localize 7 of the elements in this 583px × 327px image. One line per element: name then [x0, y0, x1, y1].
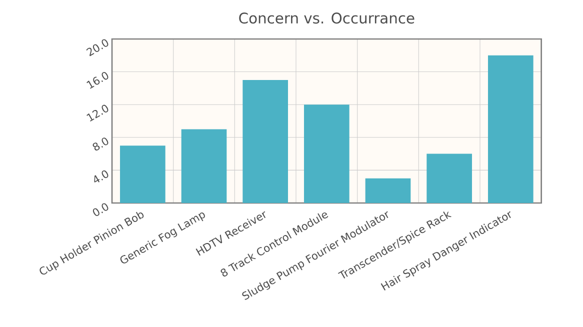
chart-title: Concern vs. Occurrance	[239, 12, 414, 24]
y-tick-label: 16.0	[86, 72, 108, 89]
y-tick-label: 0.0	[92, 203, 108, 216]
y-tick-label: 4.0	[94, 170, 108, 183]
y-tick-label: 20.0	[86, 39, 108, 56]
y-tick-label: 8.0	[92, 138, 108, 151]
y-tick-label: 12.0	[86, 104, 108, 122]
